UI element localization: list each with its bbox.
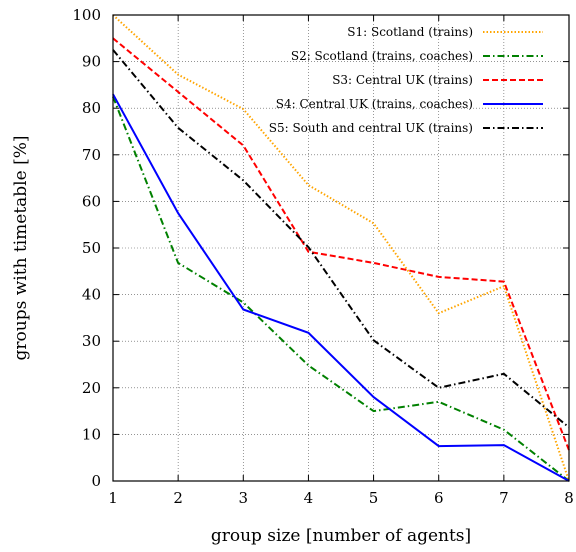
legend: S1: Scotland (trains) S2: Scotland (train… (269, 25, 543, 135)
series-lines (112, 14, 570, 482)
x-tick-label: 1 (108, 489, 118, 507)
y-tick-label: 60 (82, 192, 101, 210)
y-tick-label: 50 (82, 239, 101, 257)
y-tick-label: 30 (82, 332, 101, 350)
y-tick-label: 10 (82, 425, 101, 443)
legend-label: S5: South and central UK (trains) (269, 121, 473, 135)
x-tick-label: 7 (499, 489, 509, 507)
series-line-s2 (112, 96, 570, 482)
y-tick-label: 100 (72, 6, 101, 24)
x-tick-label: 6 (434, 489, 444, 507)
series-line-s5 (112, 49, 570, 429)
legend-label: S2: Scotland (trains, coaches) (291, 49, 473, 63)
legend-label: S1: Scotland (trains) (347, 25, 473, 39)
x-tick-label: 5 (369, 489, 379, 507)
y-tick-label: 20 (82, 379, 101, 397)
y-tick-label: 70 (82, 146, 101, 164)
y-tick-label: 40 (82, 286, 101, 304)
legend-label: S4: Central UK (trains, coaches) (276, 97, 473, 111)
x-tick-label: 8 (564, 489, 574, 507)
y-tick-label: 0 (91, 472, 101, 490)
y-axis-label: groups with timetable [%] (11, 136, 31, 361)
x-axis-label: group size [number of agents] (211, 526, 471, 546)
x-tick-label: 3 (239, 489, 249, 507)
series-line-s4 (112, 93, 570, 482)
series-line-s3 (112, 37, 570, 451)
legend-label: S3: Central UK (trains) (332, 73, 473, 87)
y-tick-label: 90 (82, 53, 101, 71)
x-tick-label: 4 (304, 489, 314, 507)
y-tick-label: 80 (82, 99, 101, 117)
x-tick-label: 2 (173, 489, 183, 507)
